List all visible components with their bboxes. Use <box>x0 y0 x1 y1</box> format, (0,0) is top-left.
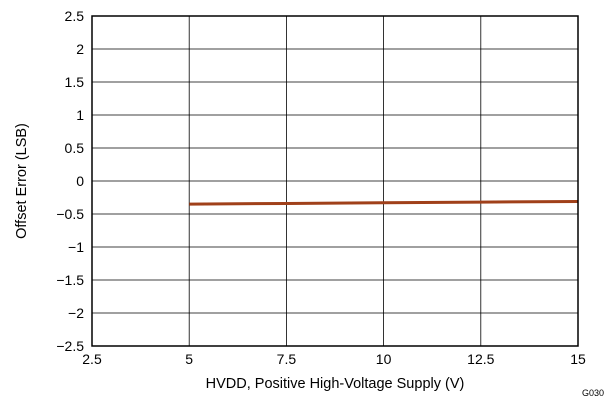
y-tick-labels: 2.5 2 1.5 1 0.5 0 −0.5 −1 −1.5 −2 −2.5 <box>56 8 84 354</box>
y-tick-label: −2.5 <box>56 338 84 354</box>
y-tick-label: −2 <box>68 305 84 321</box>
x-tick-label: 15 <box>570 351 586 367</box>
x-tick-labels: 2.5 5 7.5 10 12.5 15 <box>82 351 586 367</box>
y-tick-label: 2 <box>76 41 84 57</box>
y-tick-label: −1.5 <box>56 272 84 288</box>
y-tick-label: 0 <box>76 173 84 189</box>
y-axis-label: Offset Error (LSB) <box>14 123 30 239</box>
figure-id-annotation: G030 <box>582 388 604 398</box>
x-tick-label: 7.5 <box>277 351 297 367</box>
y-tick-label: −1 <box>68 239 84 255</box>
grid-lines <box>91 15 579 347</box>
series-layer <box>189 199 579 206</box>
plot-frame <box>91 15 579 347</box>
y-tick-label: 1.5 <box>65 74 85 90</box>
x-tick-label: 12.5 <box>467 351 494 367</box>
series-line-0 <box>189 199 579 206</box>
x-axis-label: HVDD, Positive High-Voltage Supply (V) <box>206 376 465 392</box>
y-tick-label: 0.5 <box>65 140 85 156</box>
y-tick-label: 2.5 <box>65 8 85 24</box>
x-tick-label: 5 <box>185 351 193 367</box>
x-tick-label: 10 <box>376 351 392 367</box>
y-tick-label: 1 <box>76 107 84 123</box>
x-tick-label: 2.5 <box>82 351 102 367</box>
y-tick-label: −0.5 <box>56 206 84 222</box>
